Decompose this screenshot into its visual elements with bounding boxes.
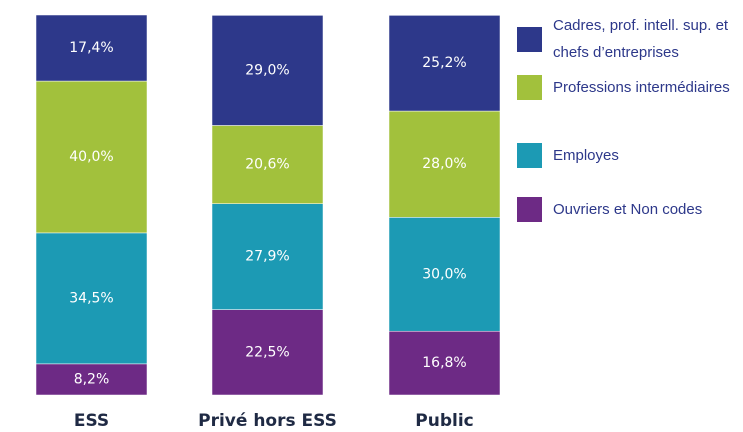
- value-label: 29,0%: [245, 62, 289, 78]
- legend-swatch: [517, 75, 542, 100]
- value-label: 34,5%: [69, 290, 113, 306]
- bar-segment: [35, 14, 148, 82]
- legend-item: Professions intermédiaires: [517, 74, 733, 101]
- bar-segment: [211, 309, 324, 396]
- bar-segment: [211, 125, 324, 204]
- value-label: 8,2%: [74, 371, 110, 387]
- legend-label: Ouvriers et Non codes: [553, 201, 703, 218]
- value-label: 40,0%: [69, 149, 113, 165]
- legend-label: Cadres, prof. intell. sup. et chefs d’en…: [553, 17, 729, 61]
- x-tick-label: ESS: [74, 411, 109, 431]
- value-label: 16,8%: [422, 355, 466, 371]
- value-label: 22,5%: [245, 344, 289, 360]
- legend-item: Ouvriers et Non codes: [517, 196, 733, 223]
- legend-item: Cadres, prof. intell. sup. et chefs d’en…: [517, 12, 733, 66]
- bar-segment: [388, 217, 501, 332]
- value-label: 30,0%: [422, 266, 466, 282]
- bar-segment: [35, 232, 148, 365]
- legend-label: Employes: [553, 147, 619, 164]
- legend-swatch: [517, 26, 542, 52]
- bar-segment: [211, 203, 324, 310]
- bar-segment: [388, 15, 501, 112]
- legend-swatch: [517, 197, 542, 222]
- legend-item: Employes: [517, 142, 733, 169]
- bar-segment: [35, 363, 148, 396]
- value-label: 17,4%: [69, 40, 113, 56]
- bar-segment: [35, 80, 148, 234]
- value-label: 20,6%: [245, 157, 289, 173]
- bar-segment: [211, 15, 324, 126]
- value-label: 25,2%: [422, 55, 466, 71]
- value-label: 27,9%: [245, 249, 289, 265]
- x-tick-label: Public: [415, 411, 473, 431]
- legend-label: Professions intermédiaires: [553, 79, 730, 96]
- bar-segment: [388, 330, 501, 396]
- bar-segment: [388, 110, 501, 218]
- value-label: 28,0%: [422, 156, 466, 172]
- x-tick-label: Privé hors ESS: [198, 411, 337, 431]
- legend-swatch: [517, 143, 542, 168]
